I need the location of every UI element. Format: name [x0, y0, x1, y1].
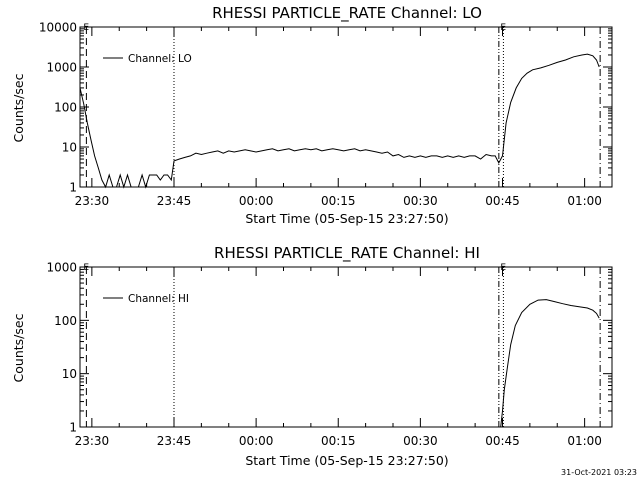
y-tick-label: 1000: [46, 261, 77, 275]
x-tick-label: 01:00: [567, 434, 602, 448]
series-line-lo: [79, 53, 600, 189]
x-tick-label: 00:15: [321, 194, 356, 208]
marker-label: E: [500, 23, 506, 33]
y-tick-label: 10: [62, 141, 77, 155]
x-tick-label: 01:00: [567, 194, 602, 208]
legend-label-hi: Channel: HI: [128, 293, 189, 305]
x-tick-label: 00:00: [239, 434, 274, 448]
chart-panel-lo: RHESSI PARTICLE_RATE Channel: LO Counts/…: [11, 4, 613, 226]
x-tick-label: 23:45: [157, 194, 192, 208]
y-tick-label: 10000: [39, 21, 77, 35]
chart-panel-hi: RHESSI PARTICLE_RATE Channel: HI Counts/…: [11, 244, 613, 468]
marker-label: E: [83, 263, 89, 273]
y-axis-label-lo: Counts/sec: [11, 73, 26, 142]
plot-frame-lo: [79, 26, 613, 188]
chart-title-hi: RHESSI PARTICLE_RATE Channel: HI: [214, 244, 480, 263]
timestamp-label: 31-Oct-2021 03:23: [561, 468, 637, 477]
x-tick-label: 23:45: [157, 434, 192, 448]
x-tick-label: 23:30: [75, 434, 110, 448]
x-axis-label-hi: Start Time (05-Sep-15 23:27:50): [245, 453, 448, 468]
x-tick-label: 00:30: [403, 194, 438, 208]
y-tick-label: 100: [54, 314, 77, 328]
y-tick-label: 100: [54, 101, 77, 115]
legend-label-lo: Channel: LO: [128, 53, 192, 65]
x-tick-label: 00:00: [239, 194, 274, 208]
chart-title-lo: RHESSI PARTICLE_RATE Channel: LO: [212, 4, 482, 23]
series-line-hi: [500, 299, 600, 428]
x-tick-label: 00:45: [485, 194, 520, 208]
legend-hi: Channel: HI: [103, 293, 189, 305]
y-axis-label-hi: Counts/sec: [11, 313, 26, 382]
y-tick-label: 1: [69, 421, 77, 435]
plot-frame-hi: [79, 266, 613, 428]
y-tick-label: 10: [62, 367, 77, 381]
marker-label: E: [500, 263, 506, 273]
x-tick-label: 00:15: [321, 434, 356, 448]
y-tick-label: 1: [69, 181, 77, 195]
x-tick-label: 23:30: [75, 194, 110, 208]
x-axis-label-lo: Start Time (05-Sep-15 23:27:50): [245, 211, 448, 226]
y-tick-label: 1000: [46, 61, 77, 75]
x-tick-label: 00:45: [485, 434, 520, 448]
x-tick-label: 00:30: [403, 434, 438, 448]
legend-lo: Channel: LO: [103, 53, 192, 65]
marker-label: E: [83, 23, 89, 33]
